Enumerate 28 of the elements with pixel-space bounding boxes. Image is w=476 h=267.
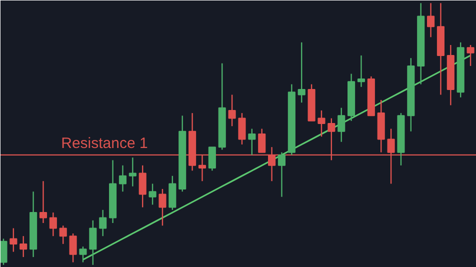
- candlestick: [158, 188, 166, 226]
- candlestick: [208, 146, 216, 172]
- candlestick: [118, 164, 127, 192]
- candlestick: [99, 209, 107, 237]
- candlestick: [20, 235, 28, 258]
- candlestick: [148, 183, 156, 206]
- candlestick: [128, 156, 136, 187]
- candlestick: [0, 238, 8, 266]
- candlestick: [39, 180, 48, 224]
- candlestick: [79, 246, 87, 263]
- ref-line-label: Resistance 1: [61, 134, 148, 152]
- candlestick: [298, 42, 306, 104]
- candlestick: [49, 212, 57, 237]
- candlestick: [168, 175, 176, 211]
- candlestick: [89, 220, 97, 266]
- candlestick: [466, 44, 474, 67]
- candlestick: [10, 228, 18, 252]
- candlestick: [59, 225, 67, 245]
- candlestick: [357, 54, 366, 88]
- candlestick: [228, 94, 236, 127]
- candlestick: [427, 2, 435, 38]
- candlestick: [248, 128, 256, 156]
- candlestick: [278, 152, 286, 198]
- candlestick: [318, 110, 326, 138]
- candlestick: [238, 112, 246, 146]
- candlestick: [138, 164, 146, 208]
- candlestick: [338, 107, 346, 142]
- candlestick: [69, 232, 77, 263]
